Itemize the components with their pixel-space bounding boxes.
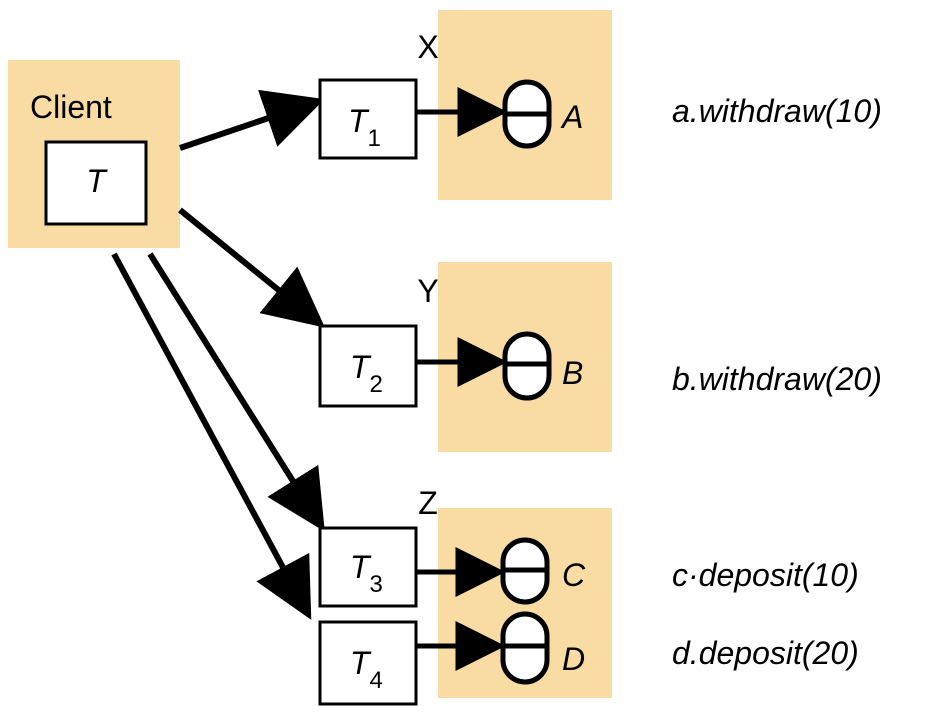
operation-c: c·deposit(10) [672,557,859,593]
client-arrows [111,89,325,620]
client-transaction-box [44,140,148,226]
object-c-icon [500,537,550,605]
client-transaction-label: T [86,163,108,199]
t4-index: 4 [370,667,383,694]
object-d-icon [500,611,550,685]
svg-text:T2: T2 [350,349,383,398]
svg-text:T4: T4 [350,645,383,694]
arrow-client-to-t3 [147,252,325,532]
t2-index: 2 [370,371,383,398]
server-x-label: X [417,29,438,65]
operation-d: d.deposit(20) [672,635,859,671]
operation-a: a.withdraw(10) [672,93,882,129]
sub-transaction-t1: T1 [318,78,418,160]
client-label: Client [30,89,112,125]
t1-letter: T [348,103,370,139]
t4-letter: T [350,645,372,681]
object-b-icon [502,331,552,401]
server-y-label: Y [417,273,438,309]
object-a-icon [502,79,552,149]
svg-text:T3: T3 [350,549,383,598]
object-arrows [416,87,508,671]
sub-transaction-t4: T4 [318,620,418,706]
sub-transaction-t2: T2 [318,324,418,408]
object-a-label: A [560,99,583,135]
object-d-label: D [562,641,585,677]
arrow-client-to-t1 [179,89,325,151]
t3-letter: T [350,549,372,585]
arrow-client-to-t2 [178,207,325,328]
client-panel: Client T [8,60,180,248]
server-z-label: Z [418,485,438,521]
svg-text:T1: T1 [348,103,381,152]
sub-transaction-t3: T3 [318,526,418,608]
arrow-client-to-t4 [111,252,312,620]
operation-b: b.withdraw(20) [672,361,882,397]
t3-index: 3 [370,571,383,598]
object-c-label: C [562,557,586,593]
t2-letter: T [350,349,372,385]
object-b-label: B [562,355,583,391]
t1-index: 1 [368,125,381,152]
